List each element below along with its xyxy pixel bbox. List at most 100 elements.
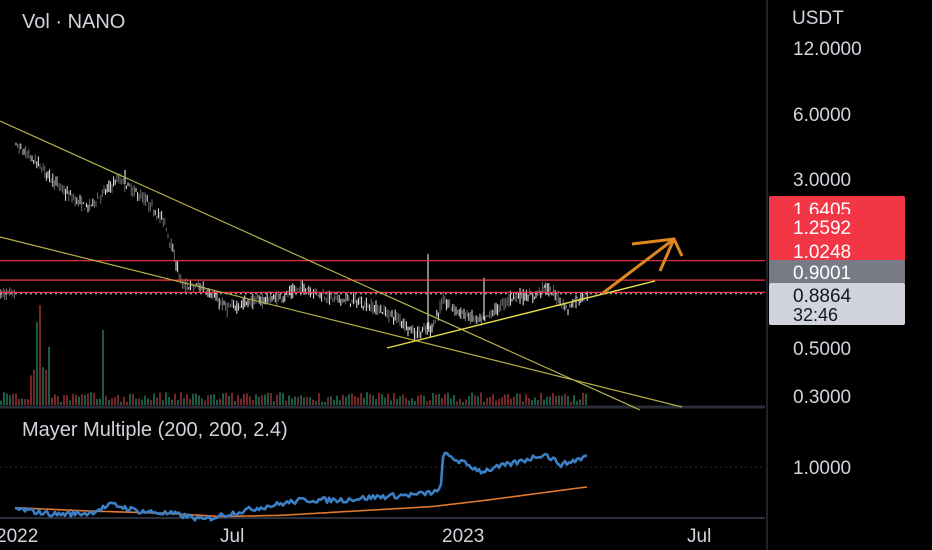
volume-bar: [291, 398, 293, 405]
volume-bar: [12, 393, 14, 405]
volume-bar: [345, 396, 347, 405]
volume-bar: [219, 398, 221, 405]
volume-bar: [354, 395, 356, 405]
volume-bar: [51, 397, 53, 405]
volume-bar: [78, 396, 80, 405]
volume-bar: [168, 397, 170, 405]
volume-bar: [102, 330, 104, 405]
indicator-axis-label: 1.0000: [793, 458, 851, 479]
volume-bar: [36, 322, 38, 405]
volume-bar: [234, 400, 236, 405]
price-badge-1-2592[interactable]: [769, 214, 905, 240]
volume-bar: [33, 369, 35, 405]
horizontal-levels[interactable]: [0, 260, 765, 295]
volume-bar: [483, 401, 485, 405]
volume-bar: [582, 392, 584, 405]
current-price-badge[interactable]: [769, 283, 905, 325]
volume-bar: [561, 395, 563, 405]
volume-bar: [456, 401, 458, 405]
volume-bar: [81, 394, 83, 405]
bar-countdown-text: 32:46: [793, 305, 838, 325]
volume-bar: [147, 398, 149, 405]
drawing-descending-trendline-upper[interactable]: [0, 120, 641, 411]
volume-bar: [396, 398, 398, 405]
volume-bar: [126, 401, 128, 405]
volume-bar: [339, 400, 341, 405]
price-badge-0-9001-text: 0.9001: [793, 263, 851, 284]
price-tick-label: 0.3000: [793, 387, 851, 408]
price-tick-label: 0.5000: [793, 339, 851, 360]
price-axis[interactable]: USDT 12.0000 6.0000 3.0000 0.5000 0.3000…: [769, 8, 905, 479]
volume-bar: [507, 394, 509, 405]
volume-bar: [189, 398, 191, 405]
volume-bar: [315, 401, 317, 405]
volume-bar: [546, 396, 548, 405]
price-badge-0-9001[interactable]: [769, 260, 905, 284]
volume-bar: [132, 393, 134, 405]
volume-bar: [183, 398, 185, 405]
volume-bar: [237, 395, 239, 405]
volume-bar: [255, 394, 257, 405]
price-series[interactable]: [0, 142, 588, 341]
volume-bar: [282, 393, 284, 405]
volume-bar: [180, 392, 182, 405]
volume-bar: [66, 395, 68, 405]
indicator-pane[interactable]: [0, 451, 765, 522]
volume-bar: [402, 394, 404, 405]
volume-bar: [447, 392, 449, 405]
volume-bar: [432, 392, 434, 405]
volume-bar: [273, 401, 275, 405]
volume-bar: [306, 396, 308, 405]
volume-bar: [201, 398, 203, 405]
time-axis[interactable]: 2022 Jul 2023 Jul: [0, 526, 711, 547]
drawing-ascending-support-line[interactable]: [386, 280, 656, 349]
volume-bar: [486, 397, 488, 405]
volume-bar: [504, 394, 506, 405]
volume-bar: [357, 397, 359, 405]
volume-bar: [9, 395, 11, 405]
volume-bar: [267, 392, 269, 405]
volume-bar: [114, 397, 116, 405]
current-price-text: 0.8864: [793, 286, 852, 307]
volume-bar: [435, 394, 437, 405]
volume-bar: [111, 398, 113, 405]
currency-label: USDT: [792, 8, 844, 29]
volume-bar: [39, 305, 41, 405]
symbol-label: Vol · NANO: [22, 11, 125, 33]
volume-bar: [276, 394, 278, 405]
volume-bar: [327, 397, 329, 405]
volume-bar: [258, 396, 260, 405]
volume-bar: [522, 401, 524, 405]
drawing-descending-trendline-lower[interactable]: [0, 236, 683, 408]
volume-bar: [348, 394, 350, 405]
volume-bar: [450, 398, 452, 405]
volume-bar: [312, 399, 314, 405]
volume-bar: [186, 394, 188, 405]
time-tick-label: Jul: [687, 526, 711, 547]
price-badge-1-0248-text: 1.0248: [793, 242, 851, 263]
volume-bar: [363, 397, 365, 405]
volume-bar: [525, 394, 527, 405]
volume-bar: [90, 392, 92, 405]
volume-bar: [342, 394, 344, 405]
volume-bar: [30, 375, 32, 405]
volume-bar: [531, 400, 533, 405]
price-badge-1-0248[interactable]: [769, 238, 905, 264]
volume-bar: [438, 393, 440, 405]
volume-bar: [498, 398, 500, 405]
volume-bar: [393, 393, 395, 405]
volume-bar: [54, 394, 56, 405]
volume-bar: [474, 395, 476, 405]
volume-bar: [336, 395, 338, 405]
volume-bar: [123, 396, 125, 405]
volume-bar: [18, 399, 20, 405]
volume-bar: [366, 392, 368, 405]
drawing-arrow-up[interactable]: [602, 237, 684, 295]
mayer-ma-line: [14, 486, 588, 518]
volume-bar: [570, 401, 572, 405]
volume-bar: [108, 399, 110, 405]
volume-bar: [297, 396, 299, 405]
volume-bar: [444, 394, 446, 405]
price-badge-1-2592-text: 1.2592: [793, 218, 851, 239]
